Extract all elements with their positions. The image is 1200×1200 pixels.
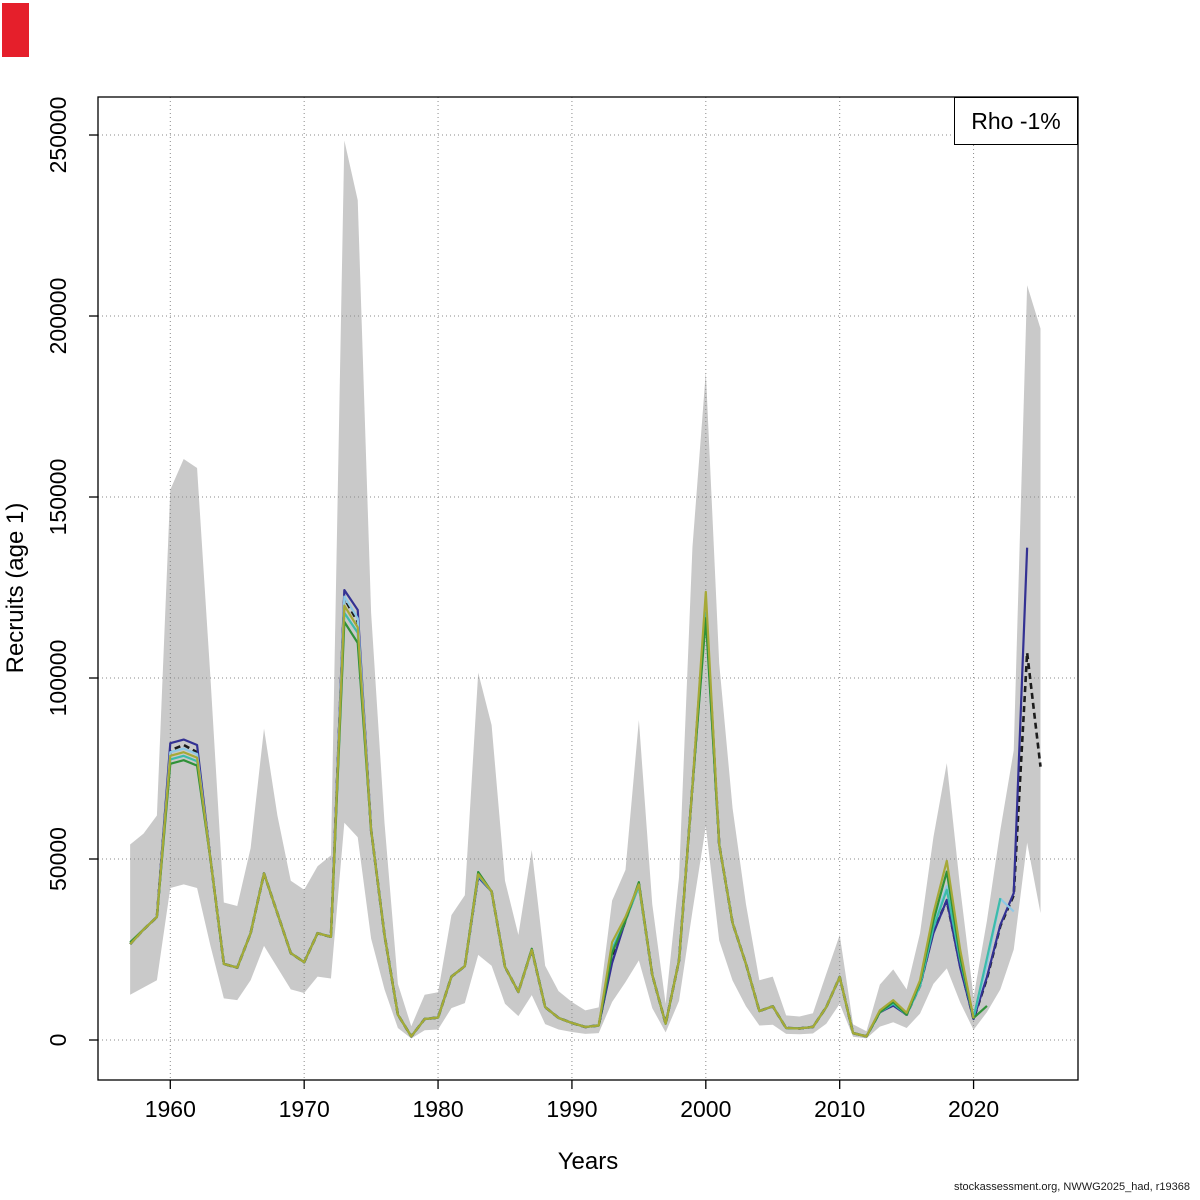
x-axis-title: Years bbox=[557, 1148, 619, 1175]
footer-attribution: stockassessment.org, NWWG2025_had, r1936… bbox=[953, 1181, 1190, 1193]
x-tick-label: 1970 bbox=[279, 1096, 330, 1122]
red-marker bbox=[2, 3, 29, 57]
series-retro-peel-2020 bbox=[129, 590, 975, 1038]
x-tick-label: 1990 bbox=[546, 1096, 597, 1122]
x-tick-label: 2000 bbox=[680, 1096, 731, 1122]
confidence-band bbox=[130, 140, 1041, 1039]
y-tick-label: 100000 bbox=[45, 640, 71, 717]
x-tick-label: 1980 bbox=[412, 1096, 463, 1122]
y-tick-label: 200000 bbox=[45, 278, 71, 355]
x-tick-label: 2020 bbox=[948, 1096, 999, 1122]
y-tick-label: 0 bbox=[45, 1034, 71, 1047]
y-tick-label: 50000 bbox=[45, 827, 71, 891]
y-tick-label: 250000 bbox=[45, 97, 71, 174]
legend-box: Rho -1% bbox=[954, 97, 1078, 145]
legend-label: Rho -1% bbox=[971, 107, 1061, 134]
x-tick-label: 1960 bbox=[145, 1096, 196, 1122]
y-axis-title: Recruits (age 1) bbox=[2, 502, 29, 674]
x-tick-label: 2010 bbox=[814, 1096, 865, 1122]
plot-border bbox=[97, 96, 1079, 1081]
y-tick-label: 150000 bbox=[45, 459, 71, 536]
